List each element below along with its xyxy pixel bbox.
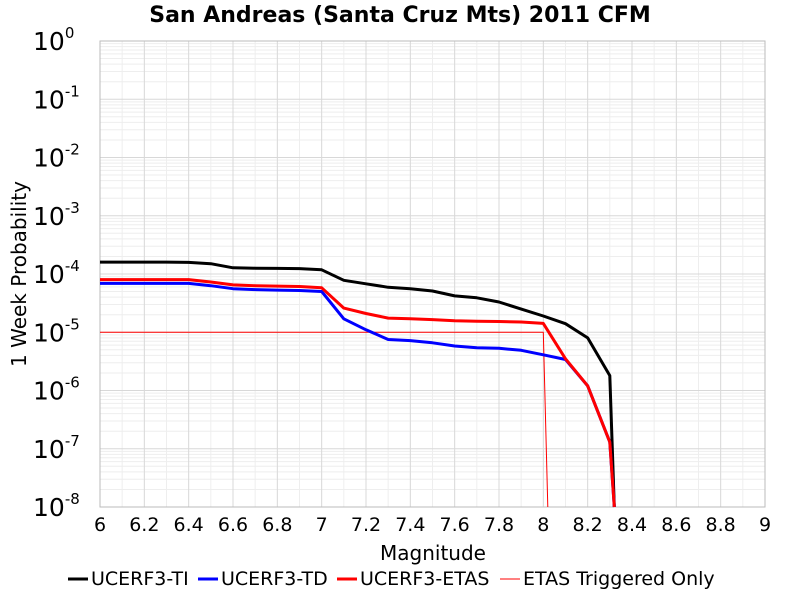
series-line-etas-triggered-only — [100, 331, 549, 508]
plot-frame — [99, 40, 766, 508]
x-tick-label: 6 — [94, 514, 106, 536]
x-tick-label: 8.8 — [706, 514, 736, 536]
y-tick-exponent: -1 — [65, 82, 80, 100]
y-tick-exponent: -8 — [65, 490, 80, 508]
y-tick-label: 10-4 — [33, 257, 80, 289]
x-tick-label: 7.6 — [440, 514, 470, 536]
x-tick-label: 7 — [316, 514, 328, 536]
x-tick-label: 6.8 — [262, 514, 292, 536]
y-tick-base: 10 — [33, 85, 65, 114]
series-layer — [100, 260, 616, 508]
x-tick-label: 6.6 — [218, 514, 248, 536]
x-tick-label: 7.8 — [484, 514, 514, 536]
legend: UCERF3-TI UCERF3-TD UCERF3-ETAS ETAS Trigge… — [68, 568, 715, 590]
y-tick-base: 10 — [33, 144, 65, 173]
y-tick-label: 100 — [33, 24, 74, 56]
x-tick-label: 8 — [537, 514, 549, 536]
y-tick-base: 10 — [33, 260, 65, 289]
legend-entry: ETAS Triggered Only — [523, 568, 715, 590]
y-tick-exponent: -5 — [65, 315, 80, 333]
legend-entry: UCERF3-TD — [221, 568, 328, 590]
y-axis-label: 1 Week Probability — [7, 181, 31, 367]
y-tick-exponent: 0 — [65, 24, 75, 42]
x-tick-label: 9 — [759, 514, 771, 536]
x-tick-label: 7.4 — [395, 514, 425, 536]
y-tick-base: 10 — [33, 435, 65, 464]
series-line-ucerf3-td — [100, 281, 616, 508]
y-tick-base: 10 — [33, 377, 65, 406]
y-tick-label: 10-2 — [33, 141, 80, 173]
legend-entry: UCERF3-TI — [91, 568, 189, 590]
y-tick-label: 10-8 — [33, 490, 80, 522]
x-tick-label: 6.4 — [174, 514, 204, 536]
y-tick-label: 10-6 — [33, 374, 80, 406]
y-tick-exponent: -6 — [65, 374, 80, 392]
y-tick-exponent: -2 — [65, 141, 80, 159]
y-tick-label: 10-7 — [33, 432, 80, 464]
x-tick-label: 7.2 — [351, 514, 381, 536]
y-tick-exponent: -3 — [65, 199, 80, 217]
y-tick-exponent: -7 — [65, 432, 80, 450]
y-tick-base: 10 — [33, 318, 65, 347]
legend-entry: UCERF3-ETAS — [360, 568, 489, 590]
x-tick-labels: 6 6.2 6.4 6.6 6.8 7 7.2 7.4 7.6 7.8 8 8.2 8.4 8.6 8.8 9 — [94, 514, 771, 536]
series-line-ucerf3-ti — [100, 260, 616, 508]
y-tick-label: 10-5 — [33, 315, 80, 347]
y-tick-label: 10-1 — [33, 82, 80, 114]
y-tick-base: 10 — [33, 27, 65, 56]
x-axis-label: Magnitude — [380, 541, 486, 565]
y-tick-base: 10 — [33, 202, 65, 231]
chart-title: San Andreas (Santa Cruz Mts) 2011 CFM — [149, 3, 651, 28]
x-tick-label: 8.4 — [617, 514, 647, 536]
series-line-ucerf3-etas — [100, 278, 616, 508]
y-tick-exponent: -4 — [65, 257, 80, 275]
x-tick-label: 8.6 — [661, 514, 691, 536]
y-tick-label: 10-3 — [33, 199, 80, 231]
x-tick-label: 8.2 — [573, 514, 603, 536]
y-tick-base: 10 — [33, 493, 65, 522]
x-tick-label: 6.2 — [129, 514, 159, 536]
